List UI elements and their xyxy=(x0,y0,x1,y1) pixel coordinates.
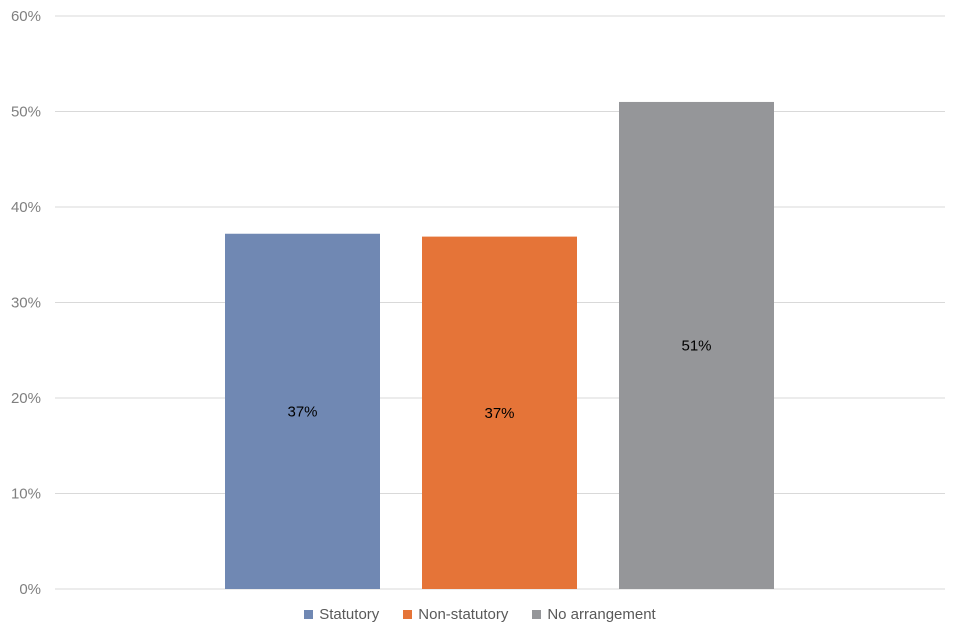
legend: Statutory Non-statutory No arrangement xyxy=(0,606,960,623)
data-label: 51% xyxy=(681,337,711,354)
data-label: 37% xyxy=(484,405,514,422)
legend-swatch-no-arrangement xyxy=(532,610,542,619)
y-tick-label: 0% xyxy=(19,581,41,598)
bars xyxy=(225,101,774,590)
y-axis-tick-labels: 0% 10% 20% 30% 40% 50% 60% xyxy=(11,8,41,598)
bar-statutory xyxy=(225,233,380,590)
y-tick-label: 50% xyxy=(11,104,41,121)
y-tick-label: 30% xyxy=(11,295,41,312)
data-labels: 37% 37% 51% xyxy=(287,337,711,421)
bar-non-statutory xyxy=(422,236,577,590)
bar-no-arrangement xyxy=(619,101,774,589)
legend-label-no-arrangement: No arrangement xyxy=(547,606,656,623)
y-tick-label: 20% xyxy=(11,390,41,407)
legend-swatch-statutory xyxy=(304,610,314,619)
y-tick-label: 10% xyxy=(11,486,41,503)
y-tick-label: 60% xyxy=(11,8,41,25)
legend-label-non-statutory: Non-statutory xyxy=(418,606,509,623)
legend-item-no-arrangement: No arrangement xyxy=(532,606,656,623)
legend-item-non-statutory: Non-statutory xyxy=(403,606,508,623)
y-tick-label: 40% xyxy=(11,199,41,216)
legend-label-statutory: Statutory xyxy=(319,606,380,623)
data-label: 37% xyxy=(287,403,317,420)
legend-item-statutory: Statutory xyxy=(304,606,379,623)
legend-swatch-non-statutory xyxy=(403,610,413,619)
